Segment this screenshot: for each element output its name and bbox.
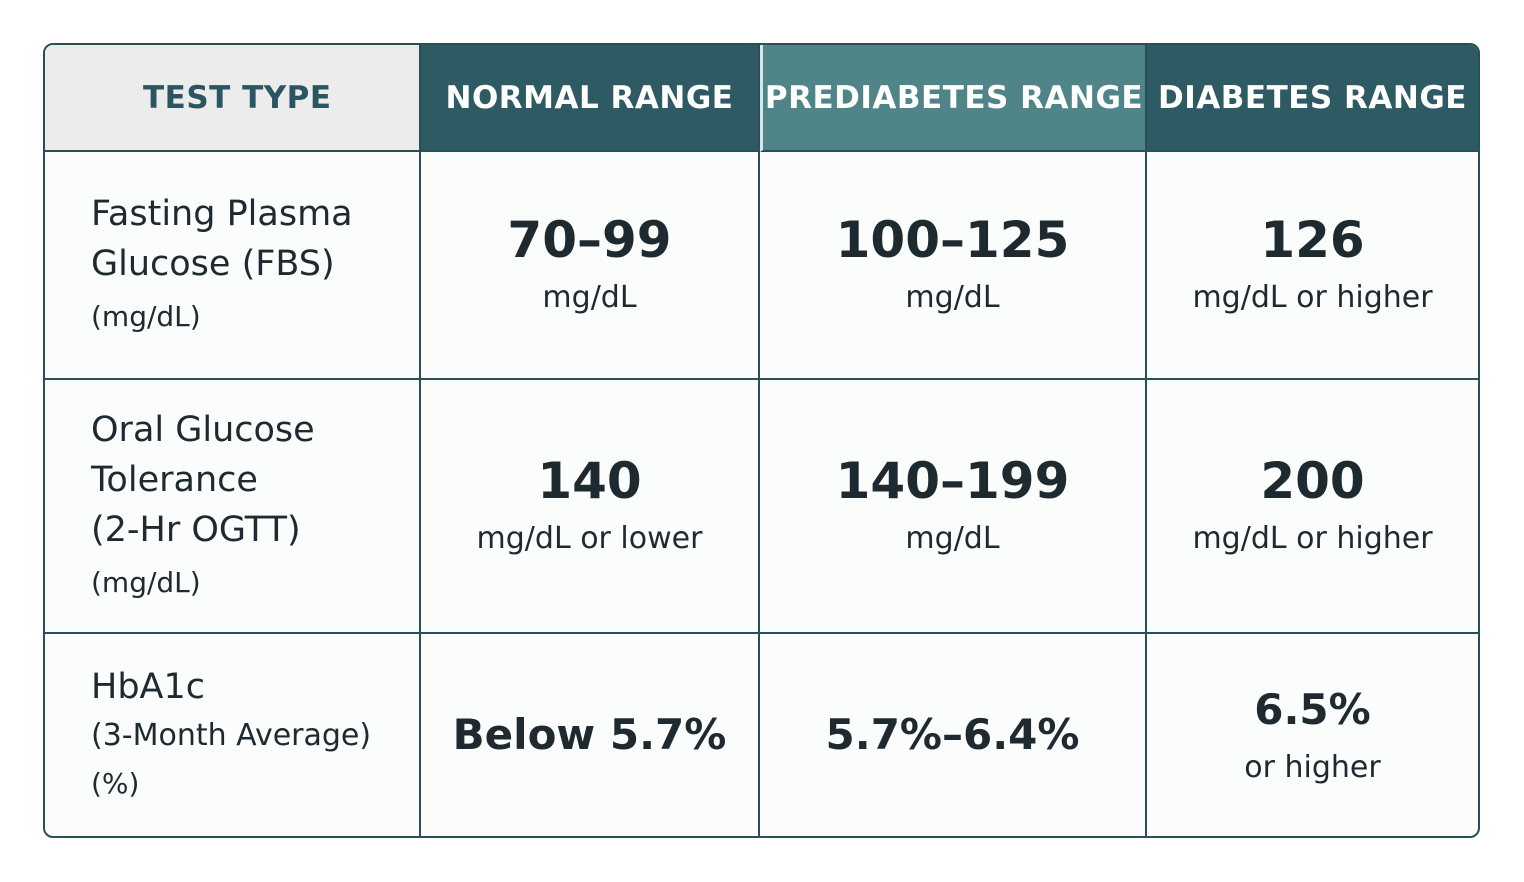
header-test-type-label: TEST TYPE (143, 79, 332, 116)
row-fbs-normal: 70–99 mg/dL (421, 152, 760, 380)
glucose-ranges-table: TEST TYPE NORMAL RANGE PREDIABETES RANGE… (43, 43, 1480, 838)
row-fbs-diabetes: 126 mg/dL or higher (1147, 152, 1478, 380)
test-unit: (mg/dL) (91, 300, 201, 333)
row-ogtt-prediabetes: 140–199 mg/dL (760, 380, 1147, 634)
range-unit: mg/dL (542, 280, 637, 315)
test-name: HbA1c (91, 667, 205, 707)
header-test-type: TEST TYPE (45, 45, 421, 152)
row-ogtt-normal: 140 mg/dL or lower (421, 380, 760, 634)
header-diabetes-range: DIABETES RANGE (1147, 45, 1478, 152)
range-value: 140–199 (835, 452, 1070, 510)
range-unit: mg/dL or lower (476, 521, 703, 556)
range-value: Below 5.7% (452, 710, 727, 759)
range-unit: mg/dL or higher (1192, 521, 1433, 556)
header-diabetes-range-label: DIABETES RANGE (1158, 79, 1467, 116)
row-fbs-prediabetes: 100–125 mg/dL (760, 152, 1147, 380)
range-value: 100–125 (835, 211, 1070, 269)
range-value: 140 (537, 452, 642, 510)
row-hba1c-diabetes: 6.5% or higher (1147, 634, 1478, 836)
header-prediabetes-range-label: PREDIABETES RANGE (764, 79, 1144, 116)
row-hba1c-prediabetes: 5.7%–6.4% (760, 634, 1147, 836)
header-normal-range: NORMAL RANGE (421, 45, 760, 152)
test-name: Fasting Plasma Glucose (FBS) (91, 194, 353, 284)
range-value: 6.5% (1254, 685, 1371, 734)
test-name: Oral Glucose Tolerance (2-Hr OGTT) (91, 410, 315, 550)
header-normal-range-label: NORMAL RANGE (445, 79, 734, 116)
range-unit: mg/dL (905, 521, 1000, 556)
range-unit: mg/dL (905, 280, 1000, 315)
row-fbs-test: Fasting Plasma Glucose (FBS) (mg/dL) (45, 152, 421, 380)
row-hba1c-normal: Below 5.7% (421, 634, 760, 836)
row-ogtt-diabetes: 200 mg/dL or higher (1147, 380, 1478, 634)
test-unit-line: (3-Month Average) (91, 718, 372, 753)
range-value: 70–99 (507, 211, 672, 269)
header-prediabetes-range: PREDIABETES RANGE (760, 45, 1147, 152)
range-unit: mg/dL or higher (1192, 280, 1433, 315)
test-unit: (%) (91, 767, 140, 800)
range-unit: or higher (1244, 750, 1381, 785)
row-ogtt-test: Oral Glucose Tolerance (2-Hr OGTT) (mg/d… (45, 380, 421, 634)
test-unit: (mg/dL) (91, 566, 201, 599)
row-hba1c-test: HbA1c (3-Month Average) (%) (45, 634, 421, 836)
range-value: 200 (1260, 452, 1365, 510)
table-grid: TEST TYPE NORMAL RANGE PREDIABETES RANGE… (45, 45, 1478, 836)
range-value: 126 (1260, 211, 1365, 269)
range-value: 5.7%–6.4% (825, 710, 1080, 759)
